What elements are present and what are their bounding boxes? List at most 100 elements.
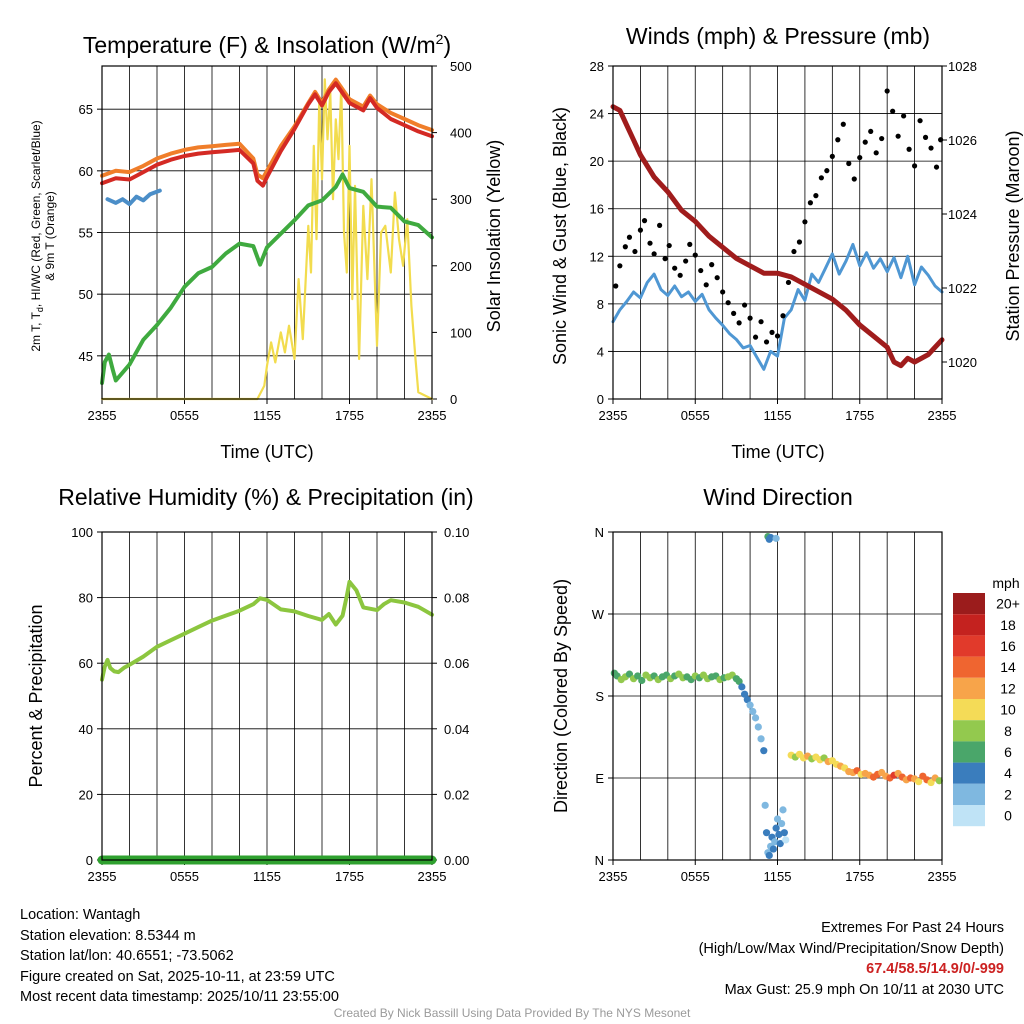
temperature-ylabel-line2: & 9m T (Orange)	[43, 191, 57, 281]
humidity-xtick-label: 1755	[335, 869, 364, 884]
direction-point	[772, 824, 780, 832]
winds-gust-point	[813, 193, 819, 199]
humidity-ytick-label: 40	[79, 722, 93, 737]
winds-gust-point	[851, 176, 857, 182]
humidity-y2tick-label: 0.10	[444, 525, 469, 540]
humidity-y2tick-label: 0.00	[444, 853, 469, 868]
humidity-y2tick-label: 0.04	[444, 722, 469, 737]
humidity-ytick-label: 60	[79, 656, 93, 671]
winds-gust-point	[769, 329, 775, 335]
legend-label: 14	[1000, 659, 1016, 675]
winds-gust-point	[709, 262, 715, 268]
direction-point	[751, 714, 760, 722]
winds-gust-point	[677, 272, 683, 278]
winds-y2tick-label: 1028	[948, 59, 977, 74]
winds-gust-point	[662, 256, 668, 262]
winds-gust-point	[928, 145, 934, 151]
winds-gust-point	[922, 134, 929, 140]
winds-gust-point	[632, 248, 638, 255]
legend-swatch	[953, 677, 985, 699]
legend-label: 20+	[996, 596, 1020, 612]
temperature-series-2m-td	[100, 172, 434, 385]
direction-point	[782, 836, 790, 844]
temperature-xtick-label: 2355	[418, 408, 447, 423]
winds-gust-point	[901, 113, 907, 119]
winds-series-sonic-wind	[611, 242, 944, 371]
winds-gust-point	[672, 265, 678, 271]
legend-swatch	[953, 720, 985, 742]
winds-ytick-label: 28	[590, 59, 604, 74]
winds-gust-point	[647, 240, 653, 246]
winds-series-station-pressure	[610, 104, 945, 369]
winds-panel: Winds (mph) & Pressure (mb) Sonic Wind &…	[550, 23, 1023, 462]
winds-y2tick-label: 1024	[948, 207, 977, 222]
temperature-panel-title: Temperature (F) & Insolation (W/m2)	[83, 31, 451, 58]
winds-ytick-label: 24	[590, 107, 604, 122]
extremes-title: Extremes For Past 24 Hours	[821, 920, 1004, 936]
humidity-xtick-label: 1155	[253, 869, 281, 884]
humidity-ytick-label: 0	[86, 853, 93, 868]
legend-swatch	[953, 614, 985, 636]
winds-gust-point	[780, 313, 786, 319]
winds-gust-point	[846, 160, 852, 167]
winds-gust-point	[807, 200, 814, 206]
direction-ytick-label: N	[595, 525, 604, 540]
legend-label: 4	[1004, 765, 1012, 781]
humidity-xtick-label: 2355	[88, 869, 117, 884]
humidity-panel: Relative Humidity (%) & Precipitation (i…	[26, 484, 474, 788]
legend-label: 10	[1000, 702, 1016, 718]
temperature-series-9m-t	[100, 77, 434, 181]
humidity-plot-frame	[101, 531, 433, 861]
temperature-ytick-label: 55	[79, 226, 93, 241]
direction-point	[760, 747, 768, 755]
temperature-xtick-label: 0555	[170, 408, 199, 423]
winds-ytick-label: 0	[597, 392, 604, 407]
station-info: Location: Wantagh Station elevation: 8.5…	[20, 905, 339, 1008]
humidity-y2tick-label: 0.08	[444, 591, 469, 606]
winds-gust-point	[763, 339, 770, 345]
temperature-xtick-label: 2355	[88, 408, 117, 423]
direction-ylabel: Direction (Colored By Speed)	[551, 579, 571, 813]
chart-marks: 2355 0555 1155 1755 235545505560650100200300…	[71, 59, 1020, 884]
winds-gust-point	[796, 239, 803, 245]
winds-gust-point	[911, 163, 918, 169]
direction-xtick-label: 1155	[764, 869, 792, 884]
winds-gust-point	[884, 88, 890, 94]
station-latlon: Station lat/lon: 40.6551; -73.5062	[20, 948, 234, 964]
winds-ylabel: Sonic Wind & Gust (Blue, Black)	[550, 107, 570, 365]
legend-label: 0	[1004, 808, 1012, 824]
winds-gust-point	[818, 175, 824, 181]
direction-point	[767, 533, 775, 542]
legend-label: 2	[1004, 786, 1012, 802]
temperature-y2tick-label: 500	[450, 59, 472, 74]
winds-gust-point	[879, 135, 885, 142]
winds-gust-point	[731, 310, 737, 316]
winds-gust-point	[873, 150, 879, 156]
winds-gust-point	[720, 289, 726, 295]
temperature-series-solar-insolation	[100, 78, 434, 401]
recent-timestamp: Most recent data timestamp: 2025/10/11 2…	[20, 989, 339, 1005]
winds-gust-point	[785, 279, 792, 286]
winds-gust-point	[862, 139, 868, 145]
winds-gust-point	[829, 153, 835, 159]
legend-swatch	[953, 783, 985, 805]
direction-point	[776, 840, 784, 848]
direction-point	[771, 838, 779, 846]
direction-point	[738, 683, 746, 691]
legend-label: 8	[1004, 723, 1012, 739]
temperature-series-hi-wc	[105, 188, 162, 207]
winds-gust-point	[651, 251, 657, 257]
humidity-panel-title: Relative Humidity (%) & Precipitation (i…	[58, 484, 473, 510]
direction-point	[741, 690, 749, 698]
winds-xtick-label: 0555	[681, 408, 710, 423]
direction-point	[769, 845, 777, 853]
winds-y2tick-label: 1026	[948, 133, 977, 148]
winds-gust-point	[613, 283, 619, 289]
winds-ytick-label: 20	[590, 154, 604, 169]
winds-xtick-label: 2355	[928, 408, 957, 423]
winds-y2tick-label: 1022	[948, 281, 977, 296]
winds-gust-point	[895, 133, 901, 139]
direction-point	[754, 723, 762, 731]
direction-point	[765, 851, 773, 860]
winds-xtick-label: 1155	[764, 408, 792, 423]
